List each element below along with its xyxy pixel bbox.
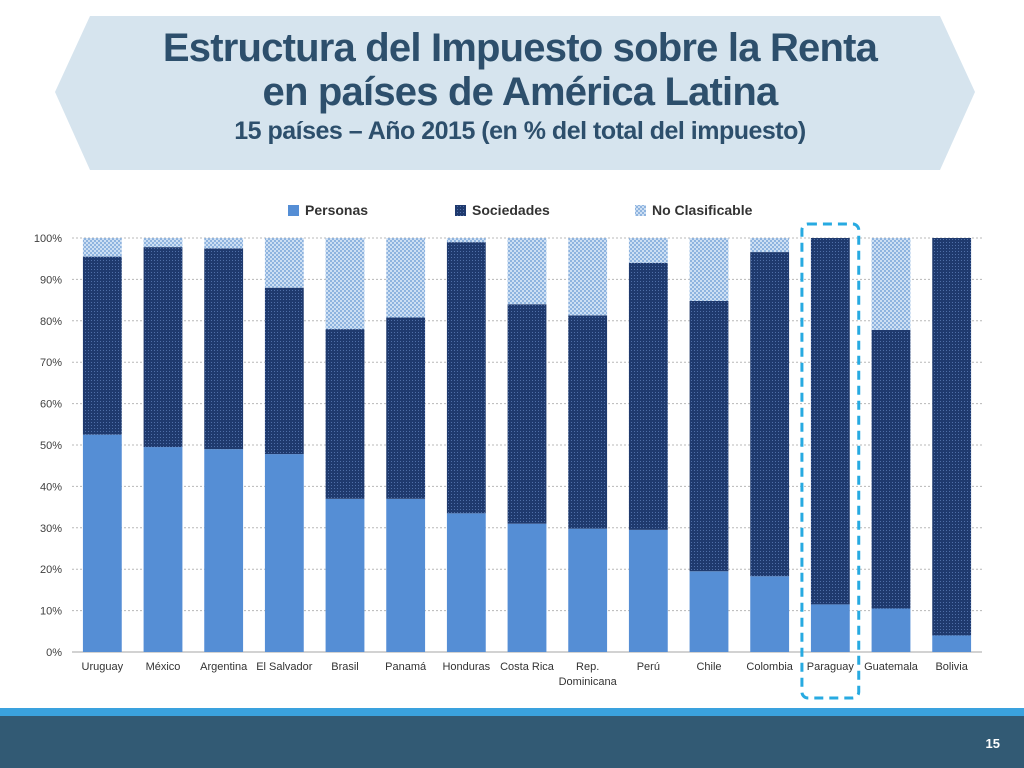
bar-segment [204, 238, 244, 249]
bar-segment [82, 256, 122, 435]
x-tick-label: Dominicana [559, 676, 618, 688]
legend-swatch [635, 205, 646, 216]
highlight-rect [800, 222, 861, 700]
bar-segment [507, 304, 547, 524]
bar-segment [750, 238, 790, 253]
y-tick-label: 40% [40, 481, 62, 493]
x-tick-label: Paraguay [807, 661, 855, 673]
legend-label: Sociedades [472, 202, 550, 218]
bar-segment [446, 513, 486, 652]
footer-bar: 15 [0, 716, 1024, 768]
bar-segment [628, 238, 668, 263]
bar-segment [750, 576, 790, 652]
bar-segment [568, 315, 608, 529]
legend-label: Personas [305, 202, 368, 218]
x-tick-label: El Salvador [256, 661, 313, 673]
bar-segment [82, 434, 122, 652]
bar-segment [810, 238, 850, 605]
bar-segment [628, 529, 668, 652]
bar-segment [264, 287, 304, 455]
bar-segment [143, 247, 183, 448]
bar-segment [689, 238, 729, 301]
x-tick-label: Chile [696, 661, 721, 673]
stacked-bar-chart: 0% 10% 20% 30% 40% 50% 60% 70% 80% 90% 100% Urugua… [34, 202, 982, 700]
footer-stripe [0, 708, 1024, 716]
x-tick-label: Honduras [442, 661, 490, 673]
legend-label: No Clasificable [652, 202, 753, 218]
x-tick-label: Costa Rica [500, 661, 555, 673]
x-tick-label: Panamá [385, 661, 427, 673]
bar-segment [386, 498, 426, 652]
title-line-2: en países de América Latina [262, 70, 779, 114]
x-tick-label: México [146, 661, 181, 673]
bar-segment [204, 449, 244, 652]
y-tick-label: 20% [40, 564, 62, 576]
y-tick-label: 30% [40, 523, 62, 535]
y-axis-ticks: 0% 10% 20% 30% 40% 50% 60% 70% 80% 90% 100% [34, 233, 62, 659]
bar-segment [871, 608, 911, 652]
title-line-1: Estructura del Impuesto sobre la Renta [162, 26, 878, 70]
bar-segment [750, 252, 790, 577]
bar-segment [325, 238, 365, 330]
page-number: 15 [985, 736, 1000, 751]
bar-segment [568, 528, 608, 652]
bar-segment [264, 238, 304, 288]
legend-swatch [455, 205, 466, 216]
y-tick-label: 80% [40, 316, 62, 328]
y-tick-label: 70% [40, 357, 62, 369]
title-banner [55, 16, 975, 170]
bar-segment [446, 242, 486, 514]
y-tick-label: 60% [40, 399, 62, 411]
bar-segment [446, 238, 486, 243]
bar-segment [82, 238, 122, 257]
bar-segment [871, 329, 911, 609]
bar-segment [143, 238, 183, 248]
legend: Personas Sociedades No Clasificable [288, 202, 753, 218]
bar-segment [386, 238, 426, 318]
x-tick-label: Perú [637, 661, 660, 673]
bar-segment [507, 523, 547, 652]
y-tick-label: 10% [40, 606, 62, 618]
y-tick-label: 100% [34, 233, 62, 245]
bar-segment [325, 329, 365, 499]
bar-segment [810, 604, 850, 652]
bar-segment [507, 238, 547, 305]
bar-segment [568, 238, 608, 316]
bar-segment [628, 262, 668, 530]
x-tick-label: Argentina [200, 661, 248, 673]
legend-swatch [288, 205, 299, 216]
bar-segment [264, 454, 304, 652]
x-tick-label: Rep. [576, 661, 599, 673]
x-tick-label: Bolivia [935, 661, 968, 673]
bar-segment [325, 498, 365, 652]
slide-title: Estructura del Impuesto sobre la Renta e… [110, 26, 930, 146]
bar-segment [932, 238, 972, 636]
bar-segment [932, 635, 972, 652]
x-axis-labels: Uruguay México Argentina El Salvador Brasil P… [82, 661, 969, 688]
bar-segment [871, 238, 911, 330]
bar-segment [143, 447, 183, 652]
bars [82, 238, 972, 652]
bar-segment [204, 248, 244, 450]
bar-segment [689, 300, 729, 572]
y-tick-label: 50% [40, 440, 62, 452]
y-tick-label: 90% [40, 274, 62, 286]
highlight-box [800, 222, 861, 700]
slide-subtitle: 15 países – Año 2015 (en % del total del… [234, 117, 806, 145]
y-tick-label: 0% [46, 647, 62, 659]
bar-segment [386, 317, 426, 499]
x-tick-label: Uruguay [82, 661, 124, 673]
bar-segment [689, 571, 729, 652]
x-tick-label: Brasil [331, 661, 359, 673]
x-tick-label: Colombia [746, 661, 793, 673]
x-tick-label: Guatemala [864, 661, 919, 673]
